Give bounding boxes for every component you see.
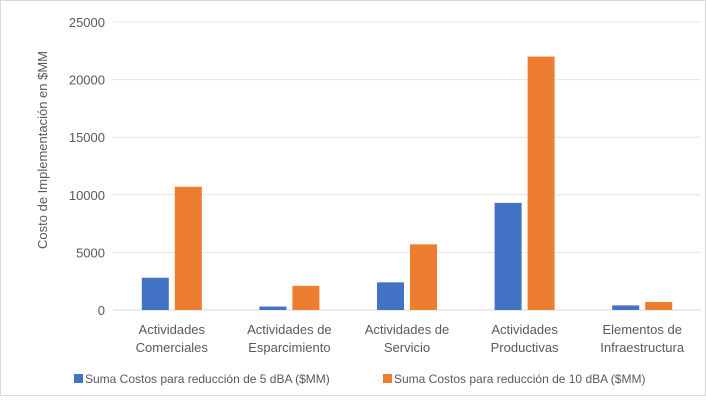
y-tick-label: 10000 — [69, 188, 105, 203]
bar-10dba-3 — [527, 56, 555, 311]
x-category-label: Actividades — [491, 322, 558, 337]
bar-5dba-3 — [494, 202, 522, 310]
bar-10dba-0 — [174, 186, 202, 310]
x-category-label: Actividades de — [247, 322, 332, 337]
x-category-label: Infraestructura — [600, 340, 685, 355]
x-category-label: Servicio — [384, 340, 430, 355]
y-tick-label: 0 — [98, 303, 105, 318]
x-category-label: Elementos de — [602, 322, 682, 337]
bar-5dba-0 — [141, 277, 169, 310]
x-axis-labels: Actividades Comerciales Actividades de Espa… — [136, 322, 685, 355]
legend-swatch-1 — [383, 374, 392, 383]
gridlines — [113, 21, 701, 311]
bar-10dba-4 — [645, 301, 673, 310]
x-category-label: Productivas — [491, 340, 559, 355]
bar-10dba-2 — [410, 244, 437, 310]
y-tick-label: 5000 — [76, 245, 105, 260]
legend-label-0: Suma Costos para reducción de 5 dBA ($MM… — [85, 372, 330, 386]
legend: Suma Costos para reducción de 5 dBA ($MM… — [74, 372, 645, 386]
x-category-label: Comerciales — [136, 340, 209, 355]
y-axis-ticks: 0 5000 10000 15000 20000 25000 — [69, 15, 105, 318]
x-category-label: Esparcimiento — [248, 340, 330, 355]
y-tick-label: 25000 — [69, 15, 105, 30]
y-tick-label: 20000 — [69, 73, 105, 88]
bar-5dba-2 — [377, 282, 404, 310]
bar-10dba-1 — [292, 285, 320, 310]
y-axis-label: Costo de Implementación en $MM — [35, 51, 50, 249]
bar-5dba-1 — [259, 306, 287, 310]
legend-swatch-0 — [74, 374, 83, 383]
x-category-label: Actividades de — [365, 322, 450, 337]
y-tick-label: 15000 — [69, 130, 105, 145]
bars — [141, 56, 673, 311]
x-category-label: Actividades — [139, 322, 206, 337]
legend-label-1: Suma Costos para reducción de 10 dBA ($M… — [394, 372, 645, 386]
bar-5dba-4 — [612, 305, 640, 310]
